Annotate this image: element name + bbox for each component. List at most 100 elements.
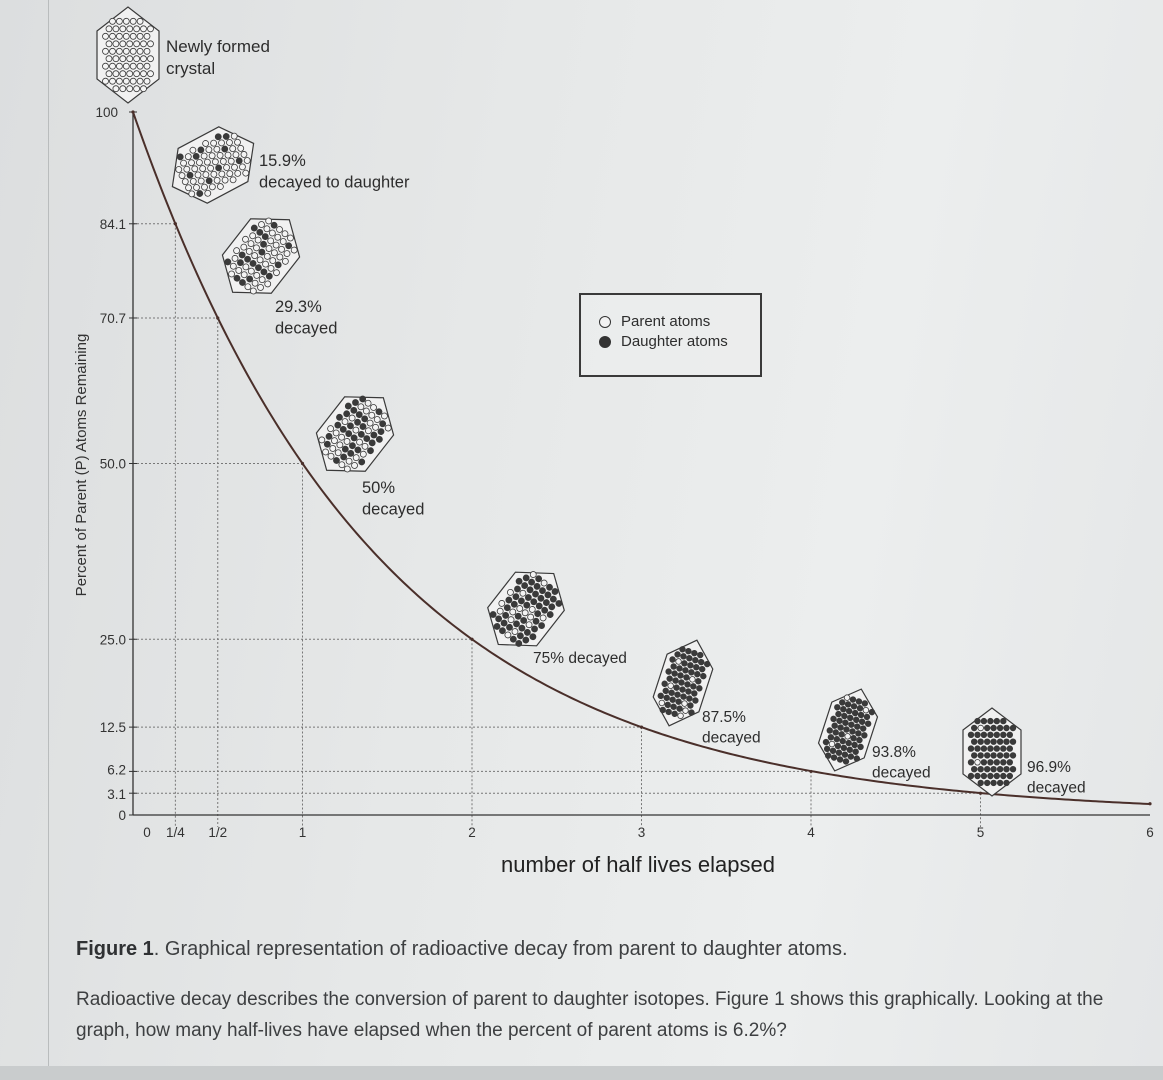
parent-atom [276,253,284,261]
daughter-atom [261,233,269,240]
daughter-atom [377,428,385,435]
daughter-atom [977,779,984,787]
parent-atom [115,47,123,55]
parent-atom [102,77,109,85]
parent-atom [140,40,147,48]
parent-atom [247,240,255,248]
parent-atom [126,40,134,48]
parent-atom [507,588,514,596]
parent-atom [529,571,537,578]
daughter-atom [1003,779,1010,787]
parent-atom [218,170,226,178]
daughter-atom [555,600,563,607]
daughter-atom [977,738,984,745]
daughter-atom [680,653,687,660]
parent-atom [105,55,113,63]
daughter-atom [666,675,673,682]
daughter-atom [835,749,843,756]
daughter-atom [996,766,1004,773]
crystal-outline [171,126,255,204]
data-point [809,769,813,774]
daughter-atom [996,752,1004,759]
parent-atom [205,146,213,154]
daughter-atom [669,696,676,703]
parent-atom [109,77,116,85]
daughter-atom [1006,731,1013,738]
daughter-atom [983,724,991,732]
parent-atom [207,164,215,172]
daughter-atom [850,735,857,742]
y-tick-label: 3.1 [107,787,126,802]
daughter-atom [996,724,1004,732]
parent-atom [143,77,151,85]
parent-atom [129,77,137,85]
parent-atom [216,151,224,159]
parent-atom [516,605,524,612]
x-tick-label: 2 [468,825,476,840]
daughter-atom [863,713,871,721]
daughter-atom [839,737,846,745]
x-tick-label: 3 [638,825,646,840]
parent-atom [122,17,130,25]
crystal-6 [817,688,879,772]
daughter-atom [515,640,523,647]
daughter-atom [537,594,545,602]
daughter-atom [521,582,529,589]
daughter-atom [544,591,552,599]
data-point [216,316,220,320]
daughter-atom [971,738,978,745]
figure-label: Figure 1 [76,938,154,960]
daughter-atom [260,268,268,276]
annotation-label: 93.8% [872,744,916,761]
daughter-atom [665,668,672,675]
parent-atom [129,47,137,55]
x-tick-label: 0 [143,825,151,840]
parent-atom [343,465,351,473]
daughter-atom [980,759,988,766]
daughter-atom [526,586,534,594]
daughter-atom [368,439,376,447]
daughter-atom [350,406,358,414]
parent-atom [133,70,141,78]
daughter-atom [524,594,532,601]
parent-atom [191,165,199,173]
parent-atom [245,247,253,255]
daughter-atom [842,719,849,726]
parent-atom [102,32,109,40]
daughter-atom [221,145,229,153]
daughter-atom [993,717,1001,725]
annotation-label: 29.3% [275,298,322,316]
parent-atom [115,62,123,70]
daughter-atom [354,446,362,454]
parent-atom [115,17,123,25]
parent-atom [105,70,113,78]
daughter-atom [235,157,243,165]
daughter-atom [974,772,981,780]
guide-lines [133,223,981,827]
crystal-4 [487,571,565,647]
daughter-atom [663,694,670,701]
daughter-atom [857,711,865,719]
parent-atom [140,55,147,63]
parent-atom [147,70,154,78]
daughter-atom [355,411,363,418]
parent-atom [263,225,271,233]
parent-atom [147,40,154,48]
parent-atom [112,40,120,48]
daughter-atom [829,747,837,754]
daughter-atom [695,678,702,685]
parent-atom [658,699,666,707]
daughter-atom [670,703,677,710]
daughter-atom [846,746,853,754]
parent-atom [184,153,192,161]
parent-atom [102,47,109,55]
daughter-atom [967,759,975,766]
parent-atom [140,85,147,93]
daughter-atom [517,597,525,605]
data-point [978,791,983,795]
parent-atom [249,287,257,295]
parent-atom [180,159,187,167]
parent-atom [364,399,372,407]
daughter-atom [987,759,994,766]
daughter-atom [980,717,988,725]
